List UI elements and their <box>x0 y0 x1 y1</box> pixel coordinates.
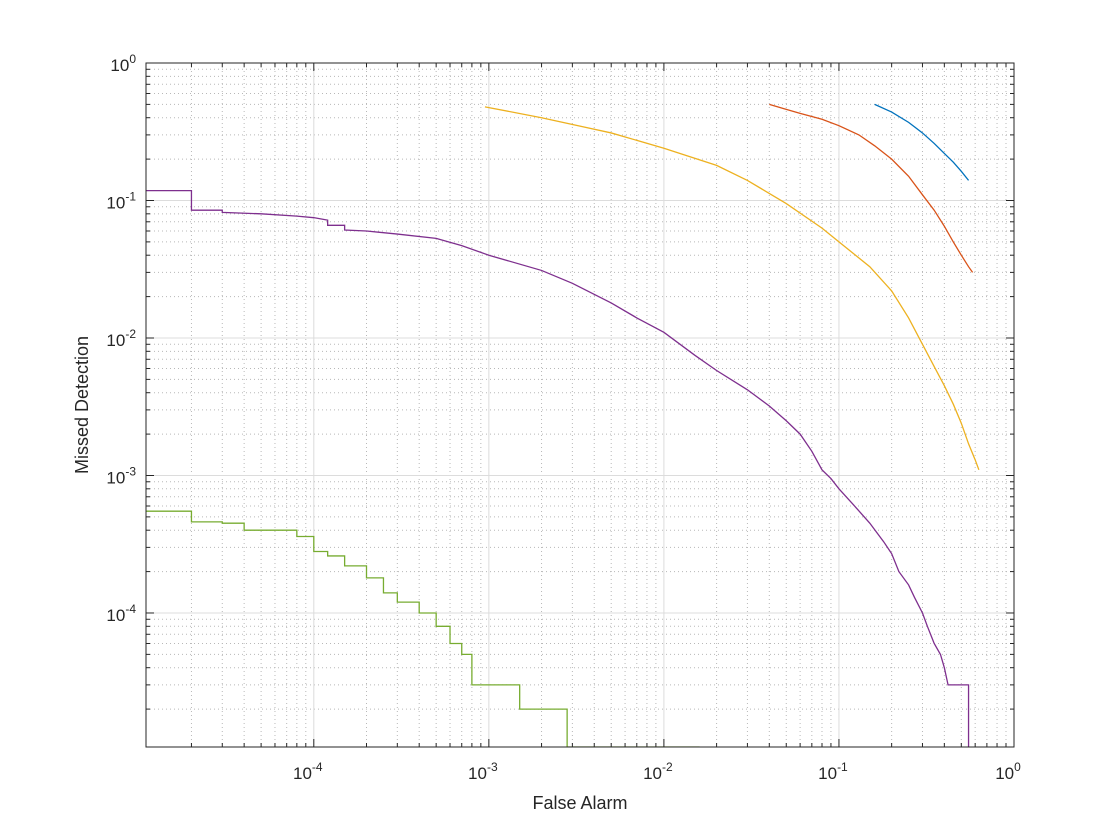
series-line-3 <box>484 106 980 471</box>
series-line-2 <box>769 103 974 273</box>
minor-grid <box>146 63 1014 747</box>
x-axis-label: False Alarm <box>532 793 627 813</box>
tick-labels: 10-4 10-3 10-2 10-1 100 100 10-1 10-2 10-3 10-4 <box>106 52 1021 783</box>
x-tick-label: 10-4 <box>293 760 323 783</box>
y-tick-label: 10-4 <box>106 602 136 625</box>
x-tick-label: 10-3 <box>468 760 498 783</box>
series-line-4 <box>146 189 970 747</box>
x-tick-label: 10-2 <box>643 760 673 783</box>
series-lines <box>146 103 980 747</box>
series-line-5 <box>146 510 700 747</box>
series-line-1 <box>874 103 970 181</box>
y-tick-label: 10-1 <box>106 189 136 212</box>
x-tick-label: 100 <box>995 760 1021 783</box>
y-tick-label: 10-2 <box>106 327 136 350</box>
y-tick-label: 100 <box>110 52 136 75</box>
axes <box>145 62 1015 748</box>
plot-area <box>146 63 1014 747</box>
x-tick-label: 10-1 <box>818 760 848 783</box>
axes-box <box>145 62 1015 748</box>
y-tick-label: 10-3 <box>106 464 136 487</box>
y-axis-label: Missed Detection <box>72 336 92 474</box>
